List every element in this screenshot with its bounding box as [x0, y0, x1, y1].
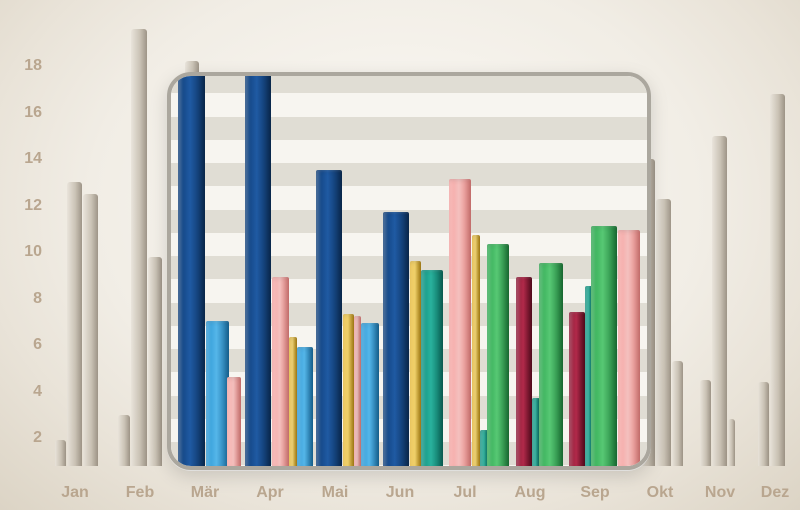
chart-panel: [167, 72, 651, 470]
x-axis: Jan Feb Mär Apr Mai Jun Jul Aug Sep Okt Nov Dez: [0, 472, 800, 502]
x-tick: Dez: [761, 484, 789, 502]
series-bar: [316, 170, 342, 470]
background-bar: [712, 136, 727, 466]
panel-bars: [171, 76, 647, 466]
x-tick: Mär: [191, 484, 219, 502]
background-bar: [67, 182, 82, 466]
series-bar: [487, 244, 509, 470]
x-tick: Sep: [580, 484, 609, 502]
series-bar: [272, 277, 289, 470]
background-bar: [770, 94, 785, 466]
series-bar: [383, 212, 409, 470]
series-bar: [297, 347, 313, 470]
background-bar: [656, 199, 671, 466]
chart-stage: 24681012141618 JanFebMärAprMaiJunJulAugS…: [0, 0, 800, 510]
x-tick: Jul: [453, 484, 476, 502]
series-bar: [206, 321, 229, 470]
background-bar: [728, 419, 735, 466]
series-bar: [245, 72, 271, 470]
background-bar: [700, 380, 711, 466]
background-bar: [148, 257, 162, 466]
series-bar: [569, 312, 585, 470]
series-bar: [361, 323, 379, 470]
x-tick: Mai: [322, 484, 349, 502]
series-bar: [178, 72, 205, 470]
background-bar: [83, 194, 98, 466]
series-bar: [539, 263, 563, 470]
series-bar: [354, 316, 361, 470]
x-tick: Nov: [705, 484, 735, 502]
series-bar: [410, 261, 421, 470]
series-bar: [421, 270, 443, 470]
series-bar: [227, 377, 241, 470]
x-tick: Feb: [126, 484, 154, 502]
series-bar: [343, 314, 354, 470]
series-bar: [472, 235, 480, 470]
background-bar: [672, 361, 683, 466]
series-bar: [516, 277, 532, 470]
background-bar: [758, 382, 769, 466]
series-bar: [449, 179, 471, 470]
x-tick: Jan: [61, 484, 89, 502]
background-bar: [131, 29, 147, 466]
series-bar: [618, 230, 640, 470]
x-tick: Aug: [514, 484, 545, 502]
series-bar: [289, 337, 297, 470]
series-bar: [591, 226, 617, 470]
background-bar: [55, 440, 66, 466]
x-tick: Apr: [256, 484, 284, 502]
x-tick: Okt: [647, 484, 674, 502]
background-bar: [118, 415, 130, 466]
x-tick: Jun: [386, 484, 414, 502]
